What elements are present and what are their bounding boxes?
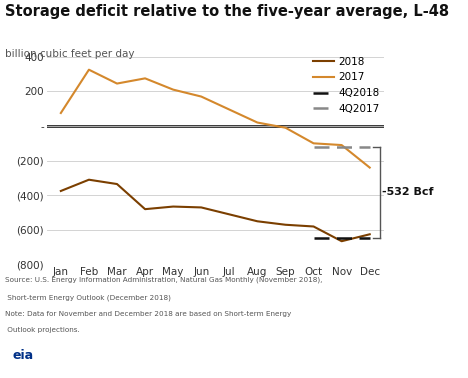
Text: Short-term Energy Outlook (December 2018): Short-term Energy Outlook (December 2018… bbox=[5, 295, 170, 301]
Text: Storage deficit relative to the five-year average, L-48: Storage deficit relative to the five-yea… bbox=[5, 4, 449, 19]
Text: -532 Bcf: -532 Bcf bbox=[382, 187, 434, 197]
Legend: 2018, 2017, 4Q2018, 4Q2017: 2018, 2017, 4Q2018, 4Q2017 bbox=[309, 53, 384, 118]
Text: Note: Data for November and December 2018 are based on Short-term Energy: Note: Data for November and December 201… bbox=[5, 311, 291, 317]
Text: billion cubic feet per day: billion cubic feet per day bbox=[5, 49, 134, 59]
Text: Source: U.S. Energy Information Administration, Natural Gas Monthly (November 20: Source: U.S. Energy Information Administ… bbox=[5, 277, 322, 283]
Text: eia: eia bbox=[13, 349, 34, 362]
Text: Outlook projections.: Outlook projections. bbox=[5, 327, 80, 333]
